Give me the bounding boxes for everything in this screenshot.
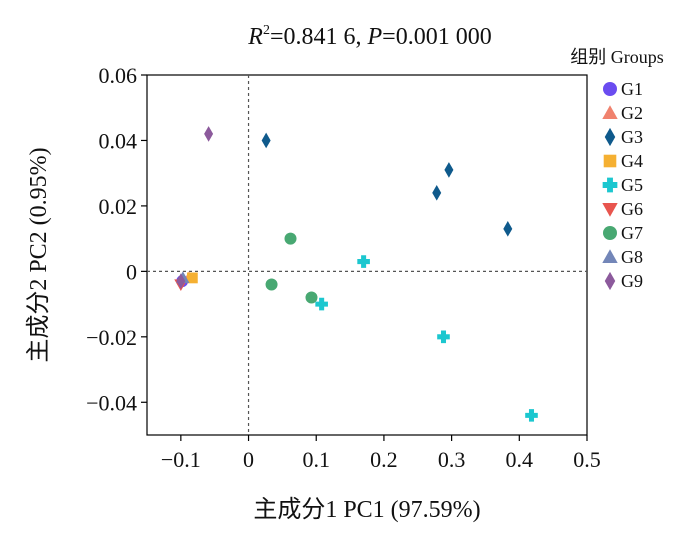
title-r-value: =0.841 6, <box>270 24 368 50</box>
y-tick-label: 0 <box>126 259 137 284</box>
legend-label-g6: G6 <box>621 199 643 219</box>
legend-label-g3: G3 <box>621 127 643 147</box>
point-g3 <box>261 132 271 149</box>
chart-title: R2=0.841 6, P=0.001 000 <box>247 23 491 50</box>
point-g3 <box>444 162 454 178</box>
x-axis-ticks: −0.1 0 0.1 0.2 0.3 0.4 0.5 <box>161 435 601 472</box>
legend-marker-g9 <box>604 271 616 291</box>
y-tick-label: 0.02 <box>99 194 138 219</box>
y-tick-label: −0.04 <box>86 390 137 415</box>
point-g5 <box>437 330 450 344</box>
point-g4 <box>186 272 198 284</box>
x-tick-label: −0.1 <box>161 447 201 472</box>
x-tick-label: 0.1 <box>302 447 330 472</box>
y-tick-label: −0.02 <box>86 325 137 350</box>
point-g7 <box>284 232 297 245</box>
legend-marker-g4 <box>603 154 617 168</box>
x-tick-label: 0.4 <box>506 447 534 472</box>
legend-label-g8: G8 <box>621 247 643 267</box>
x-tick-label: 0.3 <box>438 447 466 472</box>
legend-marker-g6 <box>602 203 618 217</box>
title-r-symbol: R <box>247 24 263 50</box>
x-tick-label: 0 <box>243 447 254 472</box>
legend-marker-g5 <box>602 177 618 193</box>
point-g5 <box>315 297 328 311</box>
y-axis-title: 主成分2 PC2 (0.95%) <box>25 147 52 362</box>
legend-items: G1 G2 G3 G4 G5 G6 G7 G8 G9 <box>602 79 643 291</box>
point-g5 <box>525 409 538 422</box>
legend-marker-g7 <box>603 226 617 240</box>
title-r-superscript: 2 <box>263 23 270 38</box>
point-g9 <box>176 273 186 289</box>
y-axis-ticks: −0.04 −0.02 0 0.02 0.04 0.06 <box>86 63 147 415</box>
point-g3 <box>503 221 513 237</box>
legend-label-g2: G2 <box>621 103 643 123</box>
point-g7 <box>265 278 278 291</box>
title-p-value: =0.001 000 <box>382 24 492 50</box>
title-p-symbol: P <box>367 24 383 50</box>
y-tick-label: 0.04 <box>99 128 138 153</box>
legend-marker-g3 <box>604 127 616 147</box>
x-tick-label: 0.5 <box>573 447 601 472</box>
point-g7 <box>305 291 318 304</box>
legend-marker-g1 <box>603 82 617 96</box>
legend-label-g9: G9 <box>621 271 643 291</box>
x-tick-label: 0.2 <box>370 447 398 472</box>
plot-frame <box>146 74 588 436</box>
legend-label-g5: G5 <box>621 175 643 195</box>
y-tick-label: 0.06 <box>99 63 138 88</box>
legend-label-g1: G1 <box>621 79 643 99</box>
point-g5 <box>357 255 370 268</box>
legend-label-g4: G4 <box>621 151 643 171</box>
data-points <box>174 126 538 422</box>
point-g3 <box>432 185 442 201</box>
legend-title: 组别 Groups <box>570 47 664 67</box>
legend-marker-g8 <box>602 249 618 263</box>
legend-label-g7: G7 <box>621 223 643 243</box>
legend: 组别 Groups G1 G2 G3 G4 G5 G6 G7 G8 G9 <box>570 47 664 291</box>
legend-marker-g2 <box>602 105 618 119</box>
point-g9 <box>204 126 214 142</box>
plot-area <box>146 74 588 436</box>
x-axis-title: 主成分1 PC1 (97.59%) <box>253 496 480 523</box>
